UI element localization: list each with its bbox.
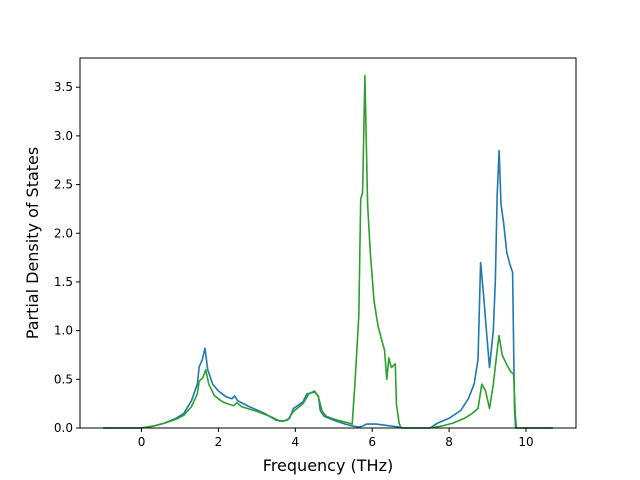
y-tick-label: 3.0 — [54, 129, 73, 143]
series-line-2 — [103, 74, 553, 429]
y-axis-label: Partial Density of States — [23, 147, 42, 339]
x-tick-label: 0 — [138, 435, 146, 449]
x-tick-label: 6 — [368, 435, 376, 449]
y-tick-label: 0.5 — [54, 372, 73, 386]
x-axis-label: Frequency (THz) — [263, 456, 393, 475]
y-tick-label: 3.5 — [54, 80, 73, 94]
series-line-1 — [103, 149, 553, 429]
y-axis-ticks: 0.0 0.5 1.0 1.5 2.0 2.5 3.0 3.5 — [54, 80, 80, 435]
x-tick-label: 2 — [215, 435, 223, 449]
plot-area — [80, 58, 576, 428]
series-layer — [103, 74, 553, 429]
y-tick-label: 0.0 — [54, 421, 73, 435]
y-tick-label: 1.0 — [54, 324, 73, 338]
y-tick-label: 2.0 — [54, 226, 73, 240]
y-tick-label: 1.5 — [54, 275, 73, 289]
plot-frame — [79, 57, 577, 429]
x-tick-label: 8 — [445, 435, 453, 449]
x-tick-label: 10 — [518, 435, 533, 449]
y-tick-label: 2.5 — [54, 178, 73, 192]
x-axis-ticks: 0 2 4 6 8 10 — [138, 428, 534, 449]
x-tick-label: 4 — [291, 435, 299, 449]
